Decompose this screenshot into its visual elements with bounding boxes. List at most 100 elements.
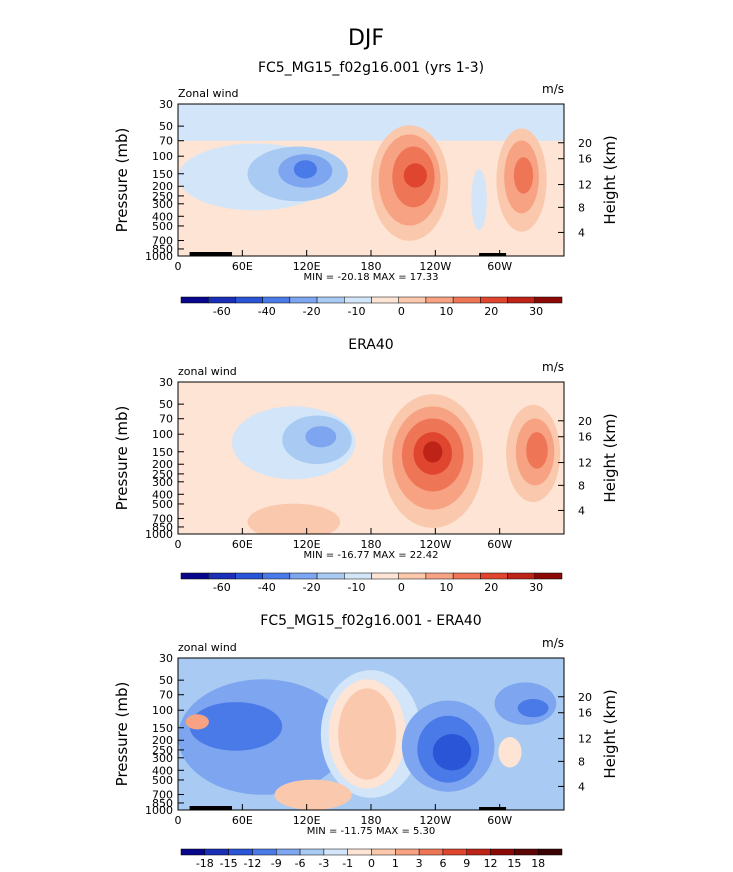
colorbar-swatch <box>452 296 481 304</box>
y-tick-label: 70 <box>159 135 173 148</box>
y2-tick-label: 4 <box>578 504 585 517</box>
y2-axis-title: Height (km) <box>601 135 619 224</box>
colorbar-label: 9 <box>463 857 470 870</box>
y-tick-label: 100 <box>152 428 173 441</box>
panel-3: FC5_MG15_f02g16.001 - ERA40 zonal wind m/s… <box>113 613 619 870</box>
contour-region <box>432 734 472 771</box>
y-axis-title: Pressure (mb) <box>113 682 131 787</box>
contour-region <box>403 163 427 188</box>
colorbar-swatch <box>425 572 454 580</box>
colorbar-label: -40 <box>258 305 276 318</box>
min-max-stats: MIN = -16.77 MAX = 22.42 <box>304 550 439 561</box>
colorbar-swatch <box>299 848 325 856</box>
x-tick-label: 120W <box>419 814 451 827</box>
x-tick-label: 120E <box>293 814 321 827</box>
y2-tick-label: 16 <box>578 153 592 166</box>
upper-band <box>178 104 564 141</box>
colorbar-swatch <box>490 848 515 856</box>
y-tick-label: 100 <box>152 150 173 163</box>
colorbar-swatch <box>425 296 454 304</box>
x-tick-label: 0 <box>175 814 182 827</box>
colorbar-label: -18 <box>196 857 214 870</box>
panel-title: FC5_MG15_f02g16.001 - ERA40 <box>260 613 481 629</box>
colorbar-swatch <box>344 572 372 580</box>
y-tick-label: 850 <box>152 521 173 534</box>
colorbar-swatch <box>180 572 209 580</box>
y-tick-label: 30 <box>159 652 173 665</box>
y-axis-title: Pressure (mb) <box>113 128 131 233</box>
colorbar-label: 20 <box>484 305 498 318</box>
min-max-stats: MIN = -11.75 MAX = 5.30 <box>307 826 436 837</box>
panel-title: FC5_MG15_f02g16.001 (yrs 1-3) <box>258 60 484 76</box>
y2-tick-label: 12 <box>578 457 592 470</box>
x-tick-label: 0 <box>175 538 182 551</box>
figure-title: DJF <box>348 26 384 51</box>
panel-2: ERA40 zonal wind m/s 0 60E 120E 180 120W 60W 30 50… <box>113 337 619 594</box>
colorbar-swatch <box>537 848 563 856</box>
contour-region <box>338 688 397 780</box>
land-mask <box>189 806 233 810</box>
colorbar-label: -12 <box>243 857 261 870</box>
colorbar-swatch <box>534 572 563 580</box>
colorbar-swatch <box>480 572 508 580</box>
y-tick-label: 70 <box>159 689 173 702</box>
y-tick-label: 700 <box>152 789 173 802</box>
colorbar-swatch <box>252 848 277 856</box>
y-tick-label: 1000 <box>145 528 173 541</box>
colorbar-swatch <box>344 296 372 304</box>
colorbar-swatch <box>398 572 427 580</box>
y-tick-label: 1000 <box>145 804 173 817</box>
contour-region <box>305 426 337 448</box>
y-tick-label: 30 <box>159 98 173 111</box>
x-tick-label: 60W <box>487 814 512 827</box>
colorbar-swatch <box>180 296 209 304</box>
units-label: m/s <box>542 636 564 650</box>
colorbar-swatch <box>442 848 467 856</box>
y-tick-label: 100 <box>152 704 173 717</box>
y-tick-label: 500 <box>152 220 173 233</box>
y-tick-label: 1000 <box>145 250 173 263</box>
colorbar-swatch <box>371 296 399 304</box>
x-tick-label: 60E <box>232 538 253 551</box>
colorbar-label: -20 <box>303 581 321 594</box>
x-tick-label: 120E <box>293 260 321 273</box>
colorbar-swatch <box>262 296 291 304</box>
colorbar-swatch <box>207 296 236 304</box>
colorbar-swatch <box>418 848 444 856</box>
y-tick-label: 500 <box>152 774 173 787</box>
y-tick-label: 300 <box>152 476 173 489</box>
x-tick-label: 60W <box>487 260 512 273</box>
colorbar-swatch <box>480 296 508 304</box>
colorbar-swatch <box>507 296 536 304</box>
colorbar-swatch <box>347 848 372 856</box>
panel-title: ERA40 <box>348 337 393 353</box>
colorbar-label: 6 <box>439 857 446 870</box>
variable-label: zonal wind <box>178 365 237 378</box>
colorbar-label: -10 <box>348 305 366 318</box>
colorbar-swatch <box>207 572 236 580</box>
y-tick-label: 250 <box>152 744 173 757</box>
colorbar-swatch <box>316 572 345 580</box>
x-tick-label: 120E <box>293 538 321 551</box>
variable-label: zonal wind <box>178 641 237 654</box>
y-tick-label: 300 <box>152 752 173 765</box>
variable-label: Zonal wind <box>178 87 239 100</box>
x-tick-label: 60E <box>232 814 253 827</box>
colorbar-swatch <box>452 572 481 580</box>
colorbar-label: -60 <box>213 581 231 594</box>
y-tick-label: 50 <box>159 674 173 687</box>
y-tick-label: 150 <box>152 446 173 459</box>
y-tick-label: 150 <box>152 168 173 181</box>
colorbar-label: -40 <box>258 581 276 594</box>
y-tick-label: 400 <box>152 488 173 501</box>
colorbar-label: 3 <box>416 857 423 870</box>
y-tick-label: 250 <box>152 190 173 203</box>
y2-axis-title: Height (km) <box>601 413 619 502</box>
contour-region <box>293 160 317 179</box>
contour-region <box>513 157 534 194</box>
y-tick-label: 400 <box>152 764 173 777</box>
units-label: m/s <box>542 360 564 374</box>
y-tick-label: 200 <box>152 180 173 193</box>
colorbar-label: 0 <box>398 581 405 594</box>
